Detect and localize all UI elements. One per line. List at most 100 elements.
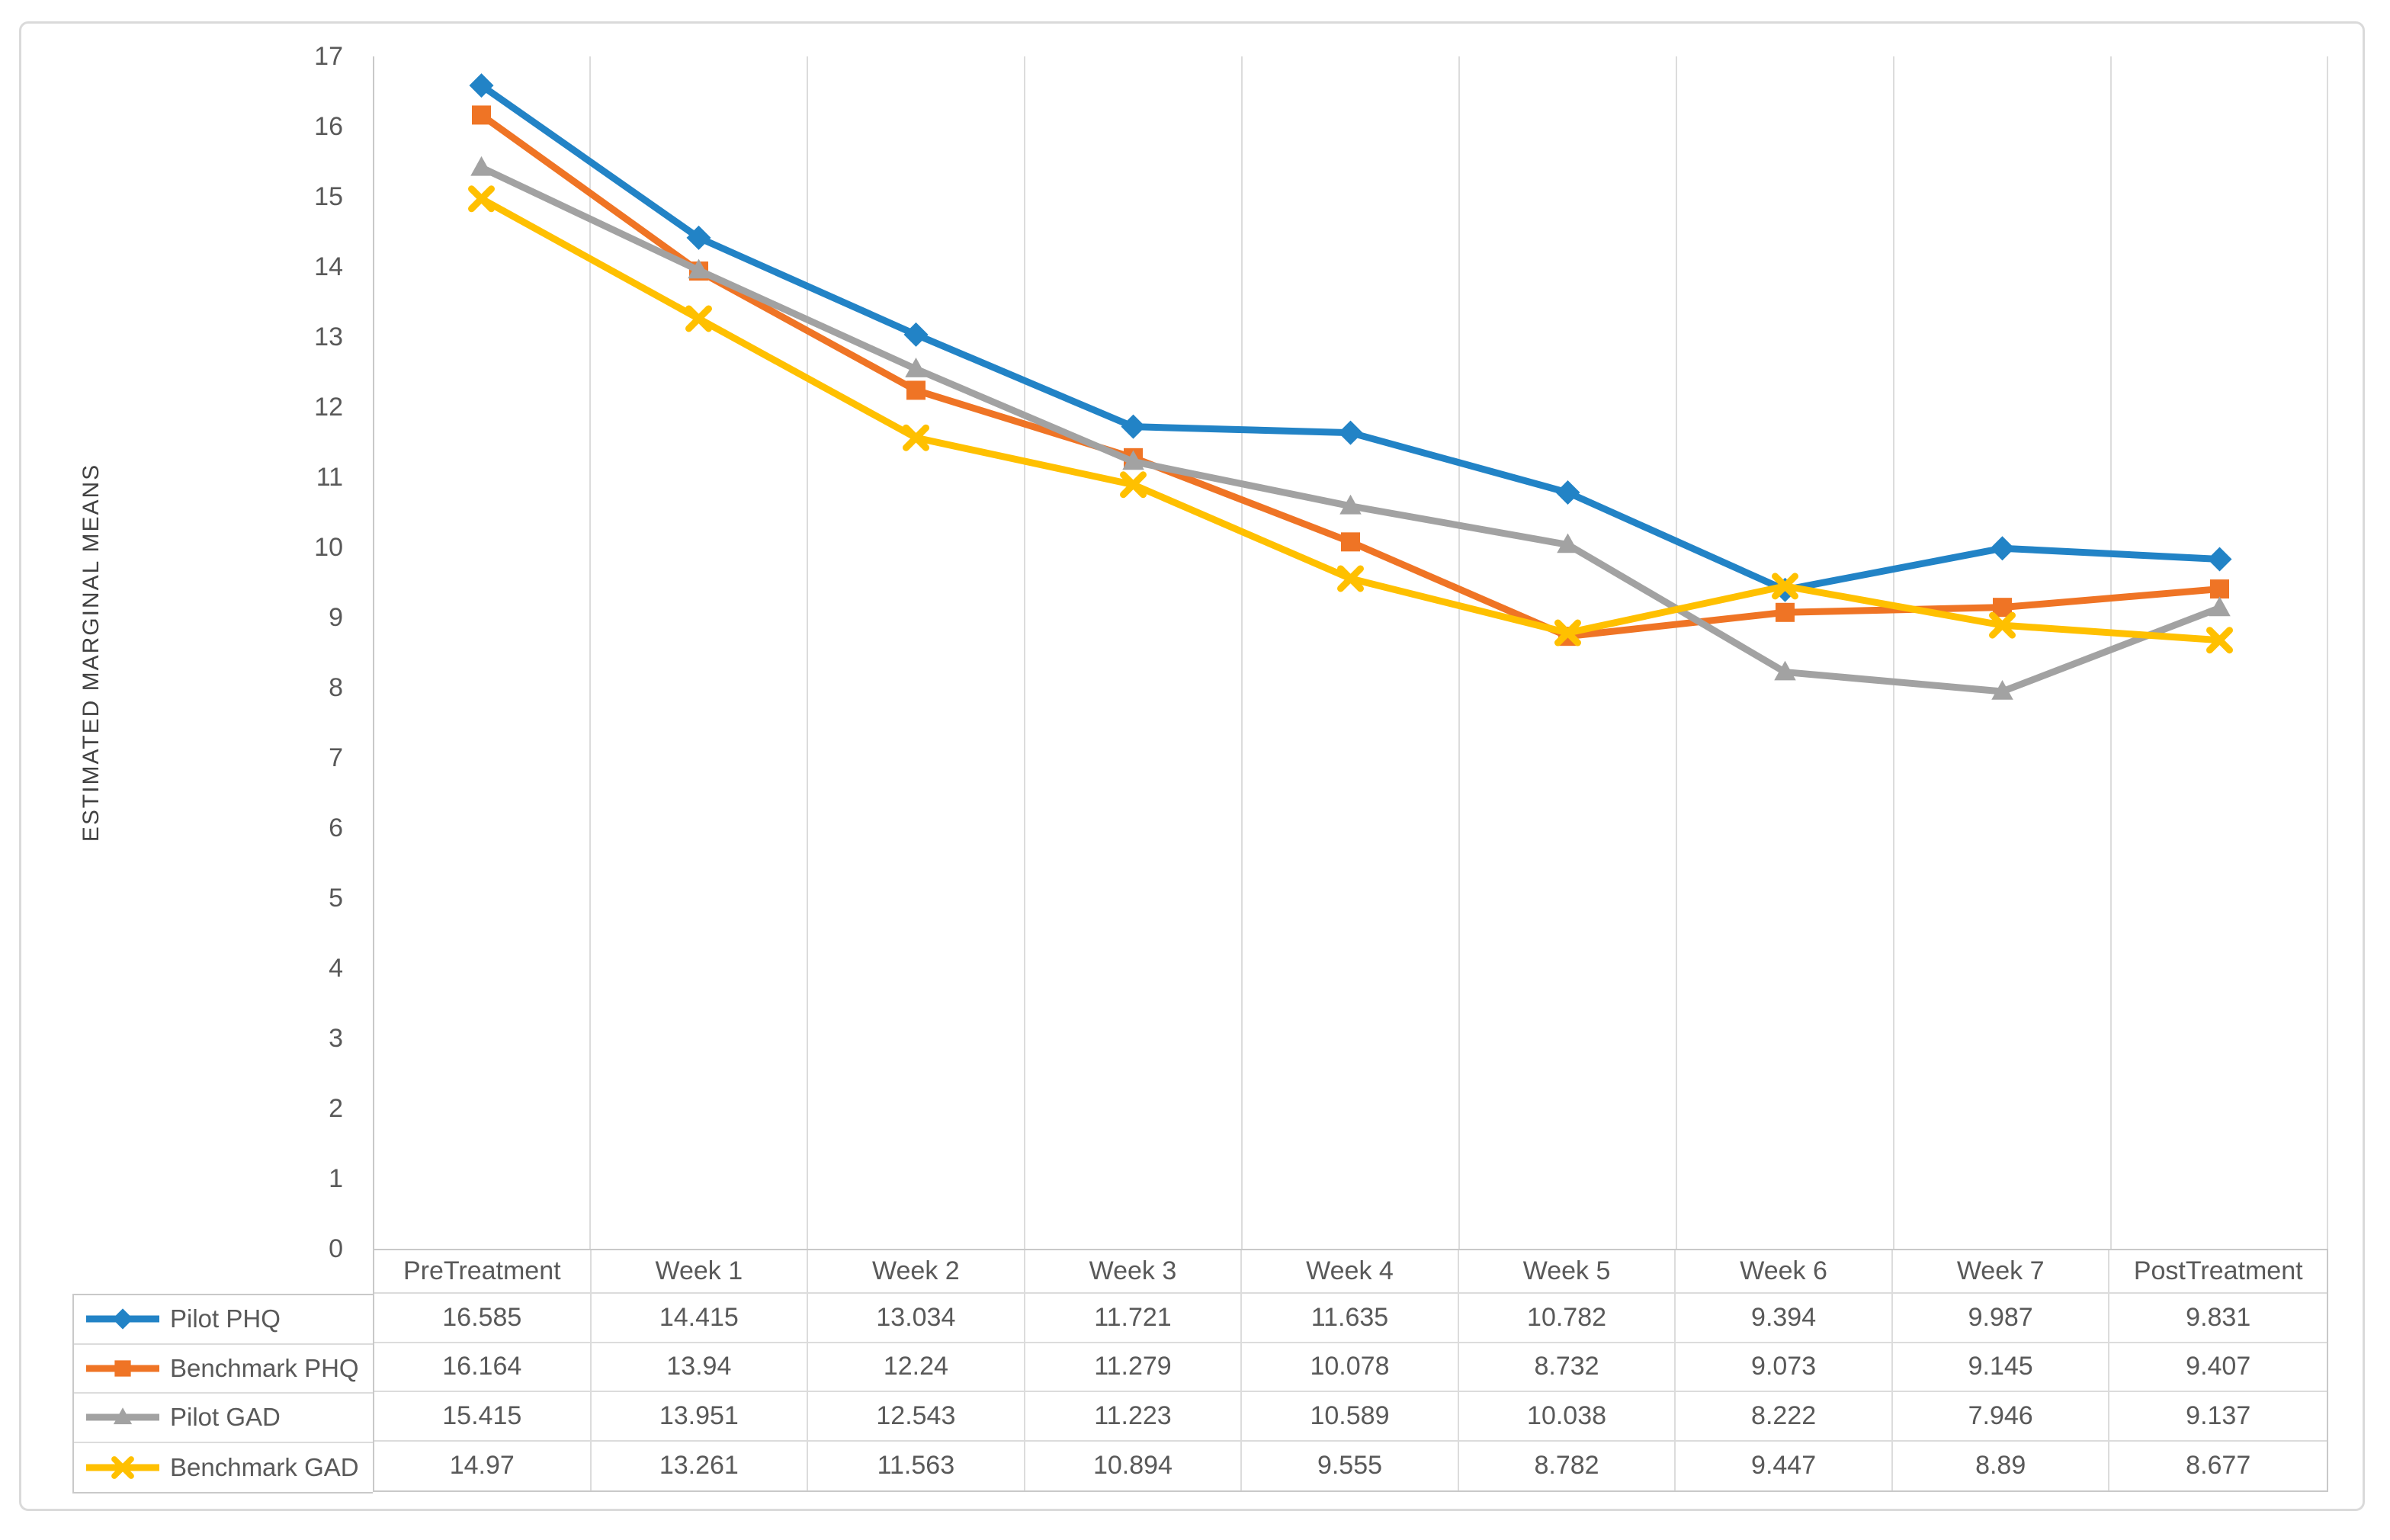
y-axis-tick-label: 3	[329, 1024, 343, 1053]
table-value-cell: 10.078	[1242, 1343, 1459, 1392]
series-benchmark-phq	[472, 105, 2229, 646]
legend-item-label: Benchmark GAD	[170, 1452, 359, 1481]
x-marker	[1772, 573, 1798, 600]
chart-legend: Pilot PHQ Benchmark PHQ Pilot GAD Benchmark…	[72, 1294, 373, 1493]
x-legend-key-icon	[86, 1455, 159, 1479]
table-value-cell: 12.24	[808, 1343, 1025, 1392]
triangle-marker	[1339, 494, 1362, 515]
y-axis-tick-label: 12	[314, 393, 343, 422]
triangle-marker	[1557, 533, 1579, 553]
table-value-cell: 8.732	[1458, 1343, 1676, 1392]
square-marker	[114, 1360, 131, 1377]
y-axis-tick-label: 8	[329, 673, 343, 702]
diamond-marker	[686, 225, 711, 250]
triangle-legend-key-icon	[86, 1407, 159, 1425]
legend-item: Pilot GAD	[74, 1394, 373, 1443]
legend-item-label: Pilot GAD	[170, 1403, 281, 1432]
table-header-cell: Week 5	[1458, 1250, 1676, 1294]
y-axis-tick-label: 14	[314, 252, 343, 281]
table-value-cell: 9.555	[1242, 1441, 1459, 1490]
diamond-marker	[1338, 420, 1363, 445]
series-benchmark-gad	[468, 185, 2233, 654]
table-value-cell: 13.951	[591, 1392, 809, 1442]
table-value-cell: 10.782	[1458, 1294, 1676, 1343]
table-value-cell: 7.946	[1892, 1392, 2110, 1442]
x-marker	[1337, 565, 1364, 592]
table-value-cell: 11.279	[1025, 1343, 1243, 1392]
table-value-cell: 11.563	[808, 1441, 1025, 1490]
table-value-cell: 15.415	[374, 1392, 592, 1442]
y-axis-tick-label: 16	[314, 112, 343, 141]
table-value-cell: 13.94	[591, 1343, 809, 1392]
table-value-cell: 14.415	[591, 1294, 809, 1343]
diamond-marker	[2207, 547, 2232, 572]
y-axis-tick-label: 7	[329, 743, 343, 772]
triangle-marker	[470, 156, 492, 176]
y-axis-tick-label: 11	[316, 463, 343, 492]
y-axis-title: ESTIMATED MARGINAL MEANS	[79, 463, 104, 842]
x-marker	[1554, 619, 1581, 646]
table-header-cell: PreTreatment	[374, 1250, 592, 1294]
x-marker	[1989, 611, 2016, 639]
square-marker	[472, 105, 491, 125]
y-axis-tick-label: 0	[329, 1234, 343, 1263]
square-marker	[906, 380, 926, 400]
legend-item-label: Pilot PHQ	[170, 1304, 281, 1333]
table-header-cell: Week 7	[1892, 1250, 2110, 1294]
table-value-cell: 9.137	[2109, 1392, 2327, 1442]
table-value-cell: 16.585	[374, 1294, 592, 1343]
table-header-cell: Week 4	[1242, 1250, 1459, 1294]
table-value-cell: 10.589	[1242, 1392, 1459, 1442]
table-value-cell: 12.543	[808, 1392, 1025, 1442]
y-axis-title-wrap: ESTIMATED MARGINAL MEANS	[30, 56, 152, 1249]
table-header-cell: Week 2	[808, 1250, 1025, 1294]
diamond-marker	[1555, 480, 1580, 505]
table-value-cell: 8.89	[1893, 1441, 2110, 1490]
table-value-cell: 8.677	[2186, 1451, 2251, 1481]
square-marker	[1341, 532, 1360, 552]
table-value-cell: 13.034	[808, 1294, 1025, 1343]
x-marker	[468, 185, 495, 213]
triangle-marker	[688, 258, 710, 279]
diamond-marker	[903, 322, 929, 347]
x-marker	[2206, 627, 2233, 654]
legend-item: Pilot PHQ	[74, 1295, 373, 1345]
table-header-cell: Week 6	[1676, 1250, 1893, 1294]
table-value-cell: 9.831	[2109, 1294, 2327, 1343]
y-axis-tick-label: 10	[314, 533, 343, 562]
y-axis-tick-label: 4	[329, 954, 343, 983]
table-value-cell: 11.635	[1242, 1294, 1459, 1343]
triangle-marker	[1774, 660, 1796, 681]
triangle-marker	[1991, 679, 2013, 700]
table-header-cell: Week 3	[1025, 1250, 1243, 1294]
y-axis-tick-label: 5	[329, 884, 343, 913]
table-value-cell: 8.222	[1676, 1392, 1893, 1442]
x-marker	[1120, 471, 1147, 499]
triangle-marker	[905, 358, 927, 377]
table-value-cell: 9.447	[1676, 1441, 1893, 1490]
triangle-marker	[2209, 596, 2231, 617]
y-axis-tick-label: 13	[314, 322, 343, 351]
legend-item: Benchmark GAD	[74, 1443, 373, 1493]
y-axis-tick-label: 6	[329, 813, 343, 842]
table-value-cell: 10.894	[1025, 1441, 1243, 1490]
table-value-cell: 10.038	[1458, 1392, 1676, 1442]
square-marker	[1776, 602, 1795, 622]
x-marker	[111, 1455, 134, 1479]
y-axis-tick-label: 9	[329, 603, 343, 632]
table-value-cell: 8.782	[1459, 1441, 1676, 1490]
table-value-cell: 14.97	[374, 1441, 592, 1490]
diamond-marker	[1990, 536, 2015, 561]
square-marker	[1993, 598, 2012, 618]
table-value-cell: 9.407	[2109, 1343, 2327, 1392]
diamond-legend-key-icon	[86, 1308, 159, 1330]
table-value-cell: 11.721	[1025, 1294, 1243, 1343]
diamond-marker	[112, 1308, 133, 1330]
square-marker	[2210, 579, 2229, 599]
diamond-marker	[1121, 414, 1146, 439]
table-value-cell: 9.394	[1676, 1294, 1893, 1343]
triangle-marker	[113, 1407, 133, 1425]
table-value-cell: 9.145	[1892, 1343, 2110, 1392]
legend-item: Benchmark PHQ	[74, 1345, 373, 1394]
gridlines	[589, 56, 2328, 1249]
